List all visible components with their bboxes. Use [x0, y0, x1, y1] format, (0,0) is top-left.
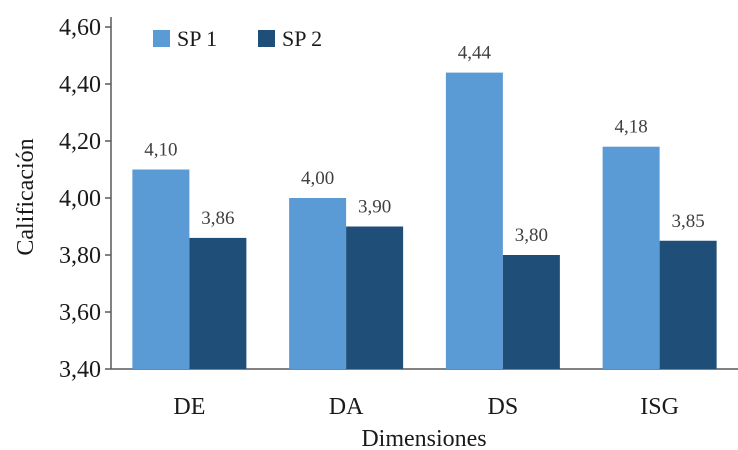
- y-tick-label: 4,00: [59, 186, 101, 212]
- data-label: 3,80: [515, 225, 548, 246]
- x-axis-category-labels: DE DA DS ISG: [173, 394, 679, 420]
- y-tick-label: 3,40: [59, 357, 101, 383]
- legend-label: SP 1: [177, 26, 217, 51]
- bar-sp2-de: [189, 237, 247, 369]
- x-axis-title: Dimensiones: [361, 426, 486, 450]
- x-category-label: DS: [488, 394, 519, 420]
- legend-label: SP 2: [282, 26, 322, 51]
- data-label: 3,90: [358, 197, 391, 218]
- bar-sp2-ds: [502, 255, 560, 369]
- y-tick-label: 4,20: [59, 129, 101, 155]
- y-tick-label: 4,40: [59, 72, 101, 98]
- y-tick-label: 3,60: [59, 300, 101, 326]
- legend-swatch: [153, 30, 170, 47]
- bar-sp1-isg: [602, 146, 660, 369]
- y-tick-label: 4,60: [59, 15, 101, 41]
- x-category-label: ISG: [640, 394, 679, 420]
- data-label: 4,00: [301, 168, 334, 189]
- y-axis-ticks: 3,40 3,60 3,80 4,00 4,20 4,40 4,60: [59, 15, 111, 383]
- data-label: 3,86: [201, 208, 234, 229]
- data-labels: 4,10 3,86 4,00 3,90 4,44 3,80 4,18 3,85: [144, 43, 705, 246]
- bar-sp1-de: [132, 169, 190, 369]
- bar-sp1-ds: [445, 72, 503, 369]
- data-label: 4,44: [458, 43, 492, 64]
- x-category-label: DA: [329, 394, 364, 420]
- data-label: 3,85: [672, 211, 705, 232]
- legend: SP 1 SP 2: [153, 26, 322, 51]
- y-tick-label: 3,80: [59, 243, 101, 269]
- bar-sp2-isg: [659, 240, 717, 369]
- y-axis-title: Calificación: [13, 138, 39, 255]
- bar-sp2-da: [346, 226, 404, 369]
- bars: [132, 72, 717, 369]
- x-category-label: DE: [173, 394, 205, 420]
- data-label: 4,18: [615, 117, 648, 138]
- legend-swatch: [258, 30, 275, 47]
- data-label: 4,10: [144, 140, 177, 161]
- bar-sp1-da: [289, 198, 347, 369]
